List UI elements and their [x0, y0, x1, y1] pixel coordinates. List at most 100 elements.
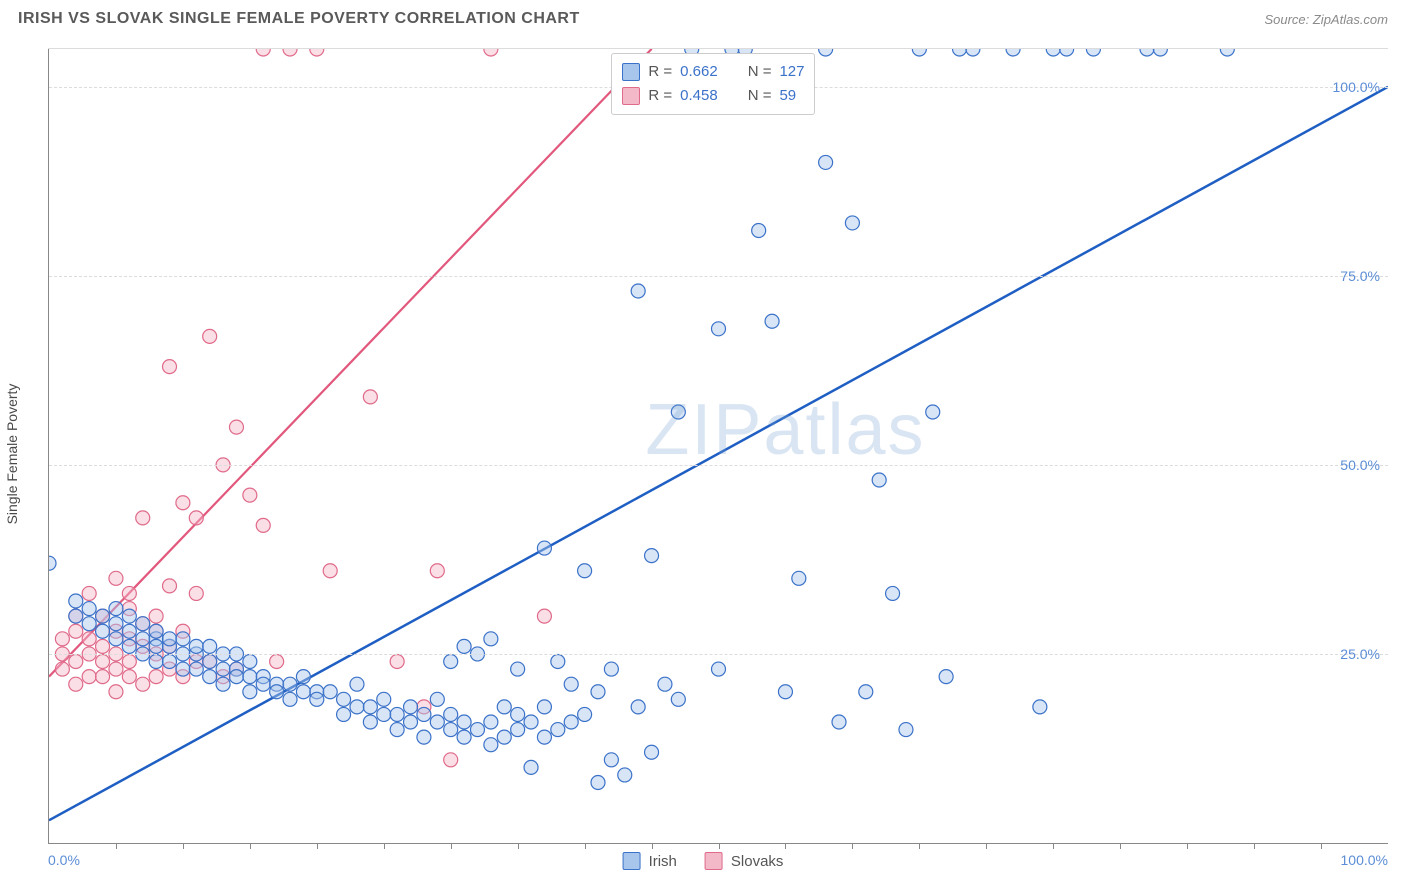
- data-point-irish: [1060, 49, 1074, 56]
- x-minor-tick: [384, 843, 385, 849]
- data-point-slovak: [270, 655, 284, 669]
- data-point-irish: [216, 677, 230, 691]
- x-minor-tick: [183, 843, 184, 849]
- data-point-slovak: [256, 49, 270, 56]
- data-point-irish: [457, 730, 471, 744]
- data-point-irish: [845, 216, 859, 230]
- data-point-irish: [323, 685, 337, 699]
- source-name: ZipAtlas.com: [1313, 12, 1388, 27]
- data-point-irish: [69, 594, 83, 608]
- data-point-irish: [96, 624, 110, 638]
- data-point-irish: [578, 707, 592, 721]
- data-point-slovak: [69, 677, 83, 691]
- x-minor-tick: [1187, 843, 1188, 849]
- data-point-slovak: [82, 586, 96, 600]
- data-point-irish: [350, 677, 364, 691]
- data-point-irish: [497, 730, 511, 744]
- correlation-row-slovak: R = 0.458N = 59: [622, 84, 804, 108]
- stat-n-value: 127: [779, 60, 804, 84]
- legend-label-irish: Irish: [649, 853, 677, 870]
- data-point-irish: [109, 602, 123, 616]
- data-point-irish: [149, 639, 163, 653]
- legend-swatch: [622, 63, 640, 81]
- data-point-irish: [511, 723, 525, 737]
- data-point-irish: [216, 662, 230, 676]
- data-point-irish: [551, 723, 565, 737]
- data-point-irish: [69, 609, 83, 623]
- data-point-slovak: [55, 662, 69, 676]
- data-point-irish: [363, 715, 377, 729]
- data-point-slovak: [96, 670, 110, 684]
- data-point-irish: [404, 715, 418, 729]
- data-point-irish: [912, 49, 926, 56]
- data-point-slovak: [69, 655, 83, 669]
- x-minor-tick: [116, 843, 117, 849]
- data-point-irish: [430, 715, 444, 729]
- data-point-irish: [176, 632, 190, 646]
- x-minor-tick: [1321, 843, 1322, 849]
- trend-line-slovak: [49, 49, 652, 677]
- legend-bottom: Irish Slovaks: [623, 852, 784, 870]
- x-minor-tick: [1254, 843, 1255, 849]
- data-point-irish: [122, 639, 136, 653]
- y-axis-tick: 50.0%: [1340, 457, 1380, 473]
- data-point-slovak: [537, 609, 551, 623]
- data-point-irish: [109, 632, 123, 646]
- gridline-y: [49, 465, 1388, 466]
- data-point-irish: [337, 692, 351, 706]
- data-point-irish: [337, 707, 351, 721]
- data-point-slovak: [149, 670, 163, 684]
- data-point-irish: [350, 700, 364, 714]
- data-point-irish: [564, 715, 578, 729]
- x-minor-tick: [852, 843, 853, 849]
- data-point-slovak: [163, 579, 177, 593]
- x-axis-tick-min: 0.0%: [48, 852, 80, 868]
- x-minor-tick: [518, 843, 519, 849]
- data-point-irish: [390, 723, 404, 737]
- data-point-irish: [417, 730, 431, 744]
- plot-svg: [49, 49, 1388, 843]
- stat-r-label: R =: [648, 84, 672, 108]
- data-point-irish: [1140, 49, 1154, 56]
- stat-r-label: R =: [648, 60, 672, 84]
- data-point-slovak: [323, 564, 337, 578]
- data-point-irish: [310, 692, 324, 706]
- data-point-irish: [203, 655, 217, 669]
- x-minor-tick: [451, 843, 452, 849]
- data-point-slovak: [55, 632, 69, 646]
- data-point-irish: [537, 541, 551, 555]
- chart-title: IRISH VS SLOVAK SINGLE FEMALE POVERTY CO…: [18, 10, 580, 28]
- data-point-irish: [457, 715, 471, 729]
- data-point-irish: [444, 723, 458, 737]
- data-point-irish: [377, 707, 391, 721]
- data-point-slovak: [82, 632, 96, 646]
- data-point-irish: [1086, 49, 1100, 56]
- data-point-irish: [82, 617, 96, 631]
- stat-n-label: N =: [748, 60, 772, 84]
- x-minor-tick: [585, 843, 586, 849]
- data-point-irish: [377, 692, 391, 706]
- data-point-slovak: [283, 49, 297, 56]
- data-point-slovak: [444, 753, 458, 767]
- data-point-irish: [296, 670, 310, 684]
- data-point-irish: [939, 670, 953, 684]
- data-point-slovak: [310, 49, 324, 56]
- data-point-irish: [511, 707, 525, 721]
- correlation-legend: R = 0.662N = 127R = 0.458N = 59: [611, 53, 815, 115]
- x-minor-tick: [785, 843, 786, 849]
- data-point-irish: [631, 700, 645, 714]
- data-point-irish: [484, 738, 498, 752]
- x-minor-tick: [1120, 843, 1121, 849]
- data-point-irish: [109, 617, 123, 631]
- data-point-irish: [604, 753, 618, 767]
- data-point-slovak: [189, 511, 203, 525]
- data-point-irish: [444, 655, 458, 669]
- data-point-irish: [712, 322, 726, 336]
- data-point-slovak: [229, 420, 243, 434]
- y-axis-label: Single Female Poverty: [4, 384, 20, 525]
- data-point-irish: [136, 632, 150, 646]
- header: IRISH VS SLOVAK SINGLE FEMALE POVERTY CO…: [0, 0, 1406, 36]
- data-point-slovak: [243, 488, 257, 502]
- data-point-slovak: [82, 670, 96, 684]
- x-minor-tick: [986, 843, 987, 849]
